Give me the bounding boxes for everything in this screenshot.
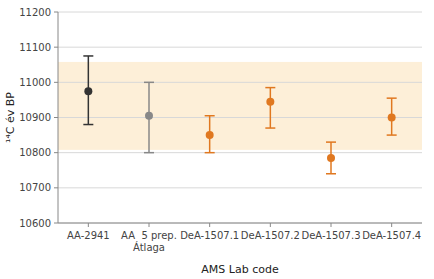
grid-line — [58, 223, 422, 224]
grid-line — [58, 187, 422, 188]
error-bar — [83, 56, 93, 125]
error-cap — [326, 141, 336, 143]
x-tick-label-line: DeA-1507.1 — [180, 230, 239, 241]
point — [84, 87, 92, 95]
error-cap — [205, 115, 215, 117]
y-tick-label: 10800 — [19, 147, 51, 158]
x-tick-label: DeA-1507.4 — [362, 230, 421, 241]
error-cap — [326, 173, 336, 175]
error-cap — [144, 152, 154, 154]
point — [206, 131, 214, 139]
y-tick-label: 10900 — [19, 112, 51, 123]
y-axis-line — [58, 12, 59, 223]
error-cap — [83, 124, 93, 126]
x-tick-label-line: DeA-1507.2 — [241, 230, 300, 241]
error-cap — [387, 97, 397, 99]
y-tick-label: 11000 — [19, 77, 51, 88]
error-cap — [144, 82, 154, 84]
x-tick-label-line: AA-2941 — [67, 230, 110, 241]
x-tick-label: DeA-1507.3 — [301, 230, 360, 241]
marks — [83, 56, 396, 174]
x-tick-label: AA 5 prep.Átlaga — [121, 230, 177, 253]
x-tick — [331, 223, 332, 227]
x-tick — [209, 223, 210, 227]
x-tick — [88, 223, 89, 227]
error-cap — [265, 87, 275, 89]
error-line — [270, 88, 272, 128]
error-cap — [265, 127, 275, 129]
band — [58, 62, 422, 150]
plot-background — [58, 12, 422, 223]
y-tick — [54, 12, 58, 13]
y-tick-label: 11100 — [19, 42, 51, 53]
y-tick-label: 11200 — [19, 7, 51, 18]
x-tick-label-line: Átlaga — [133, 241, 165, 253]
y-tick-label: 10700 — [19, 182, 51, 193]
x-tick-label-line: AA 5 prep. — [121, 230, 177, 241]
chart: 10600 10700 10800 10900 11000 11100 11200 AA-29… — [0, 0, 434, 279]
x-tick-label-line: DeA-1507.3 — [301, 230, 360, 241]
x-tick-label: DeA-1507.2 — [241, 230, 300, 241]
error-bar — [205, 116, 215, 153]
y-tick — [54, 152, 58, 153]
point — [266, 98, 274, 106]
y-tick — [54, 117, 58, 118]
error-bar — [387, 98, 397, 135]
y-tick — [54, 223, 58, 224]
y-tick — [54, 187, 58, 188]
error-cap — [387, 134, 397, 136]
y-tick — [54, 82, 58, 83]
y-tick — [54, 47, 58, 48]
grid-line — [58, 12, 422, 13]
grid-line — [58, 82, 422, 83]
x-tick-label: AA-2941 — [67, 230, 110, 241]
point — [145, 112, 153, 120]
error-bar — [326, 142, 336, 174]
x-tick — [270, 223, 271, 227]
error-bar — [144, 82, 154, 152]
band-group — [58, 62, 422, 150]
point — [327, 154, 335, 162]
y-axis-label: ¹⁴C év BP — [4, 92, 17, 143]
point — [388, 114, 396, 122]
y-tick-label: 10600 — [19, 218, 51, 229]
grid-line — [58, 117, 422, 118]
error-cap — [205, 152, 215, 154]
x-tick — [149, 223, 150, 227]
x-tick-label: DeA-1507.1 — [180, 230, 239, 241]
grid-line — [58, 47, 422, 48]
x-tick — [391, 223, 392, 227]
x-axis-line — [58, 223, 422, 224]
x-tick-label-line: DeA-1507.4 — [362, 230, 421, 241]
error-cap — [83, 55, 93, 57]
error-bar — [265, 88, 275, 128]
grid-line — [58, 152, 422, 153]
x-axis-label: AMS Lab code — [201, 263, 279, 276]
